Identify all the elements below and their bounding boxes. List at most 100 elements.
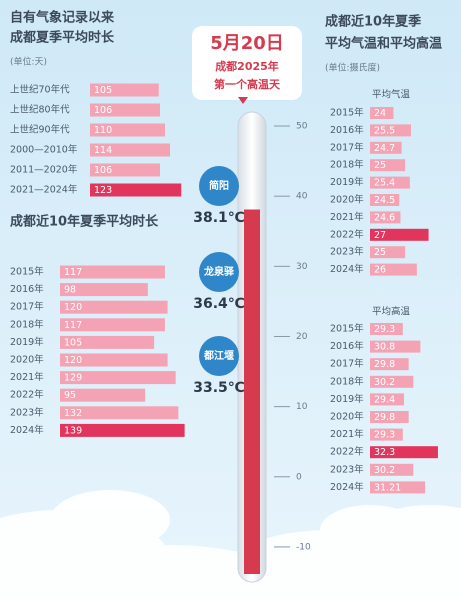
value-label: 30.8 [374, 342, 395, 353]
value-label: 24.7 [374, 143, 395, 154]
category-label: 2016年 [10, 283, 44, 295]
value-label: 30.2 [374, 465, 395, 476]
bar [370, 194, 400, 206]
chart-title: 成都近10年夏季 [325, 14, 421, 30]
bar [60, 353, 168, 367]
clouds [0, 490, 461, 600]
value-label: 25.5 [374, 125, 395, 136]
bar [60, 318, 165, 332]
bar [370, 124, 411, 137]
category-label: 2000—2010年 [10, 144, 78, 156]
value-label: 29.4 [374, 394, 395, 405]
bar [370, 428, 403, 441]
bar [370, 393, 404, 406]
tick-label: 50 [296, 122, 308, 132]
bar [370, 358, 409, 371]
value-label: 98 [64, 285, 76, 296]
category-label: 上世纪90年代 [10, 124, 70, 136]
headline: 5月20日 [210, 33, 284, 54]
tick-label: 10 [296, 402, 308, 412]
unit-label: (单位:摄氏度) [325, 62, 380, 74]
value-label: 29.8 [374, 359, 395, 370]
category-label: 2021—2024年 [10, 184, 78, 196]
bar [60, 406, 179, 420]
value-label: 29.3 [374, 430, 395, 441]
bar [370, 463, 414, 476]
bar [90, 163, 160, 177]
value-label: 117 [64, 320, 82, 331]
category-label: 2023年 [330, 463, 364, 475]
headline: 第一个高温天 [214, 77, 281, 91]
value-label: 31.21 [374, 482, 401, 493]
category-label: 2017年 [10, 301, 44, 313]
unit-label: (单位:天) [10, 56, 47, 68]
value-label: 117 [64, 267, 82, 278]
tick-label: 30 [296, 262, 308, 272]
value-label: 114 [94, 145, 112, 156]
value-label: 24.5 [374, 195, 395, 206]
category-label: 2020年 [330, 411, 364, 423]
headline-box [192, 26, 302, 100]
bar [60, 423, 185, 437]
bar [60, 388, 146, 402]
value-label: 105 [64, 337, 82, 348]
category-label: 2019年 [330, 393, 364, 405]
station-name: 简阳 [209, 179, 229, 192]
value-label: 132 [64, 408, 82, 419]
category-label: 2021年 [330, 428, 364, 440]
bar [370, 340, 421, 353]
station-temp: 33.5℃ [193, 380, 245, 396]
value-label: 106 [94, 165, 112, 176]
bar [90, 103, 160, 117]
bar [60, 300, 168, 314]
value-label: 30.2 [374, 377, 395, 388]
bar [370, 446, 438, 459]
station-name: 都江堰 [203, 349, 234, 362]
station-temp: 36.4℃ [193, 296, 245, 312]
station-badge [199, 252, 239, 292]
bar [370, 411, 409, 423]
category-label: 2016年 [330, 340, 364, 352]
bar [60, 371, 176, 385]
tick-label: 0 [296, 472, 302, 482]
value-label: 26 [374, 265, 386, 276]
category-label: 2022年 [10, 389, 44, 401]
bar [90, 183, 182, 197]
category-label: 2023年 [330, 246, 364, 258]
bar [370, 481, 426, 494]
panel-subtitle: 平均气温 [372, 89, 411, 101]
bar [370, 159, 406, 172]
bar [370, 176, 410, 189]
bar [90, 83, 159, 97]
bar [370, 107, 394, 119]
category-label: 2021年 [10, 371, 44, 383]
value-label: 105 [94, 85, 112, 96]
category-label: 上世纪80年代 [10, 104, 70, 116]
bar [370, 246, 406, 259]
station-temp: 38.1℃ [193, 210, 245, 226]
mercury [244, 209, 260, 575]
value-label: 106 [94, 105, 112, 116]
value-label: 25 [374, 247, 386, 258]
station-name: 龙泉驿 [203, 265, 235, 278]
category-label: 2018年 [10, 318, 44, 330]
station-badge [199, 166, 239, 206]
category-label: 2015年 [330, 107, 364, 119]
value-label: 24 [374, 108, 386, 119]
category-label: 2011—2020年 [10, 164, 78, 176]
value-label: 32.3 [374, 447, 395, 458]
category-label: 2015年 [10, 266, 44, 278]
value-label: 129 [64, 373, 82, 384]
value-label: 120 [64, 355, 82, 366]
bar [60, 335, 155, 349]
value-label: 29.3 [374, 324, 395, 335]
chart-title: 平均气温和平均高温 [325, 36, 442, 52]
category-label: 2020年 [10, 354, 44, 366]
category-label: 上世纪70年代 [10, 84, 70, 96]
category-label: 2024年 [10, 424, 44, 436]
bar [90, 123, 165, 137]
station-badge [199, 336, 239, 376]
category-label: 2015年 [330, 323, 364, 335]
value-label: 29.8 [374, 412, 395, 423]
